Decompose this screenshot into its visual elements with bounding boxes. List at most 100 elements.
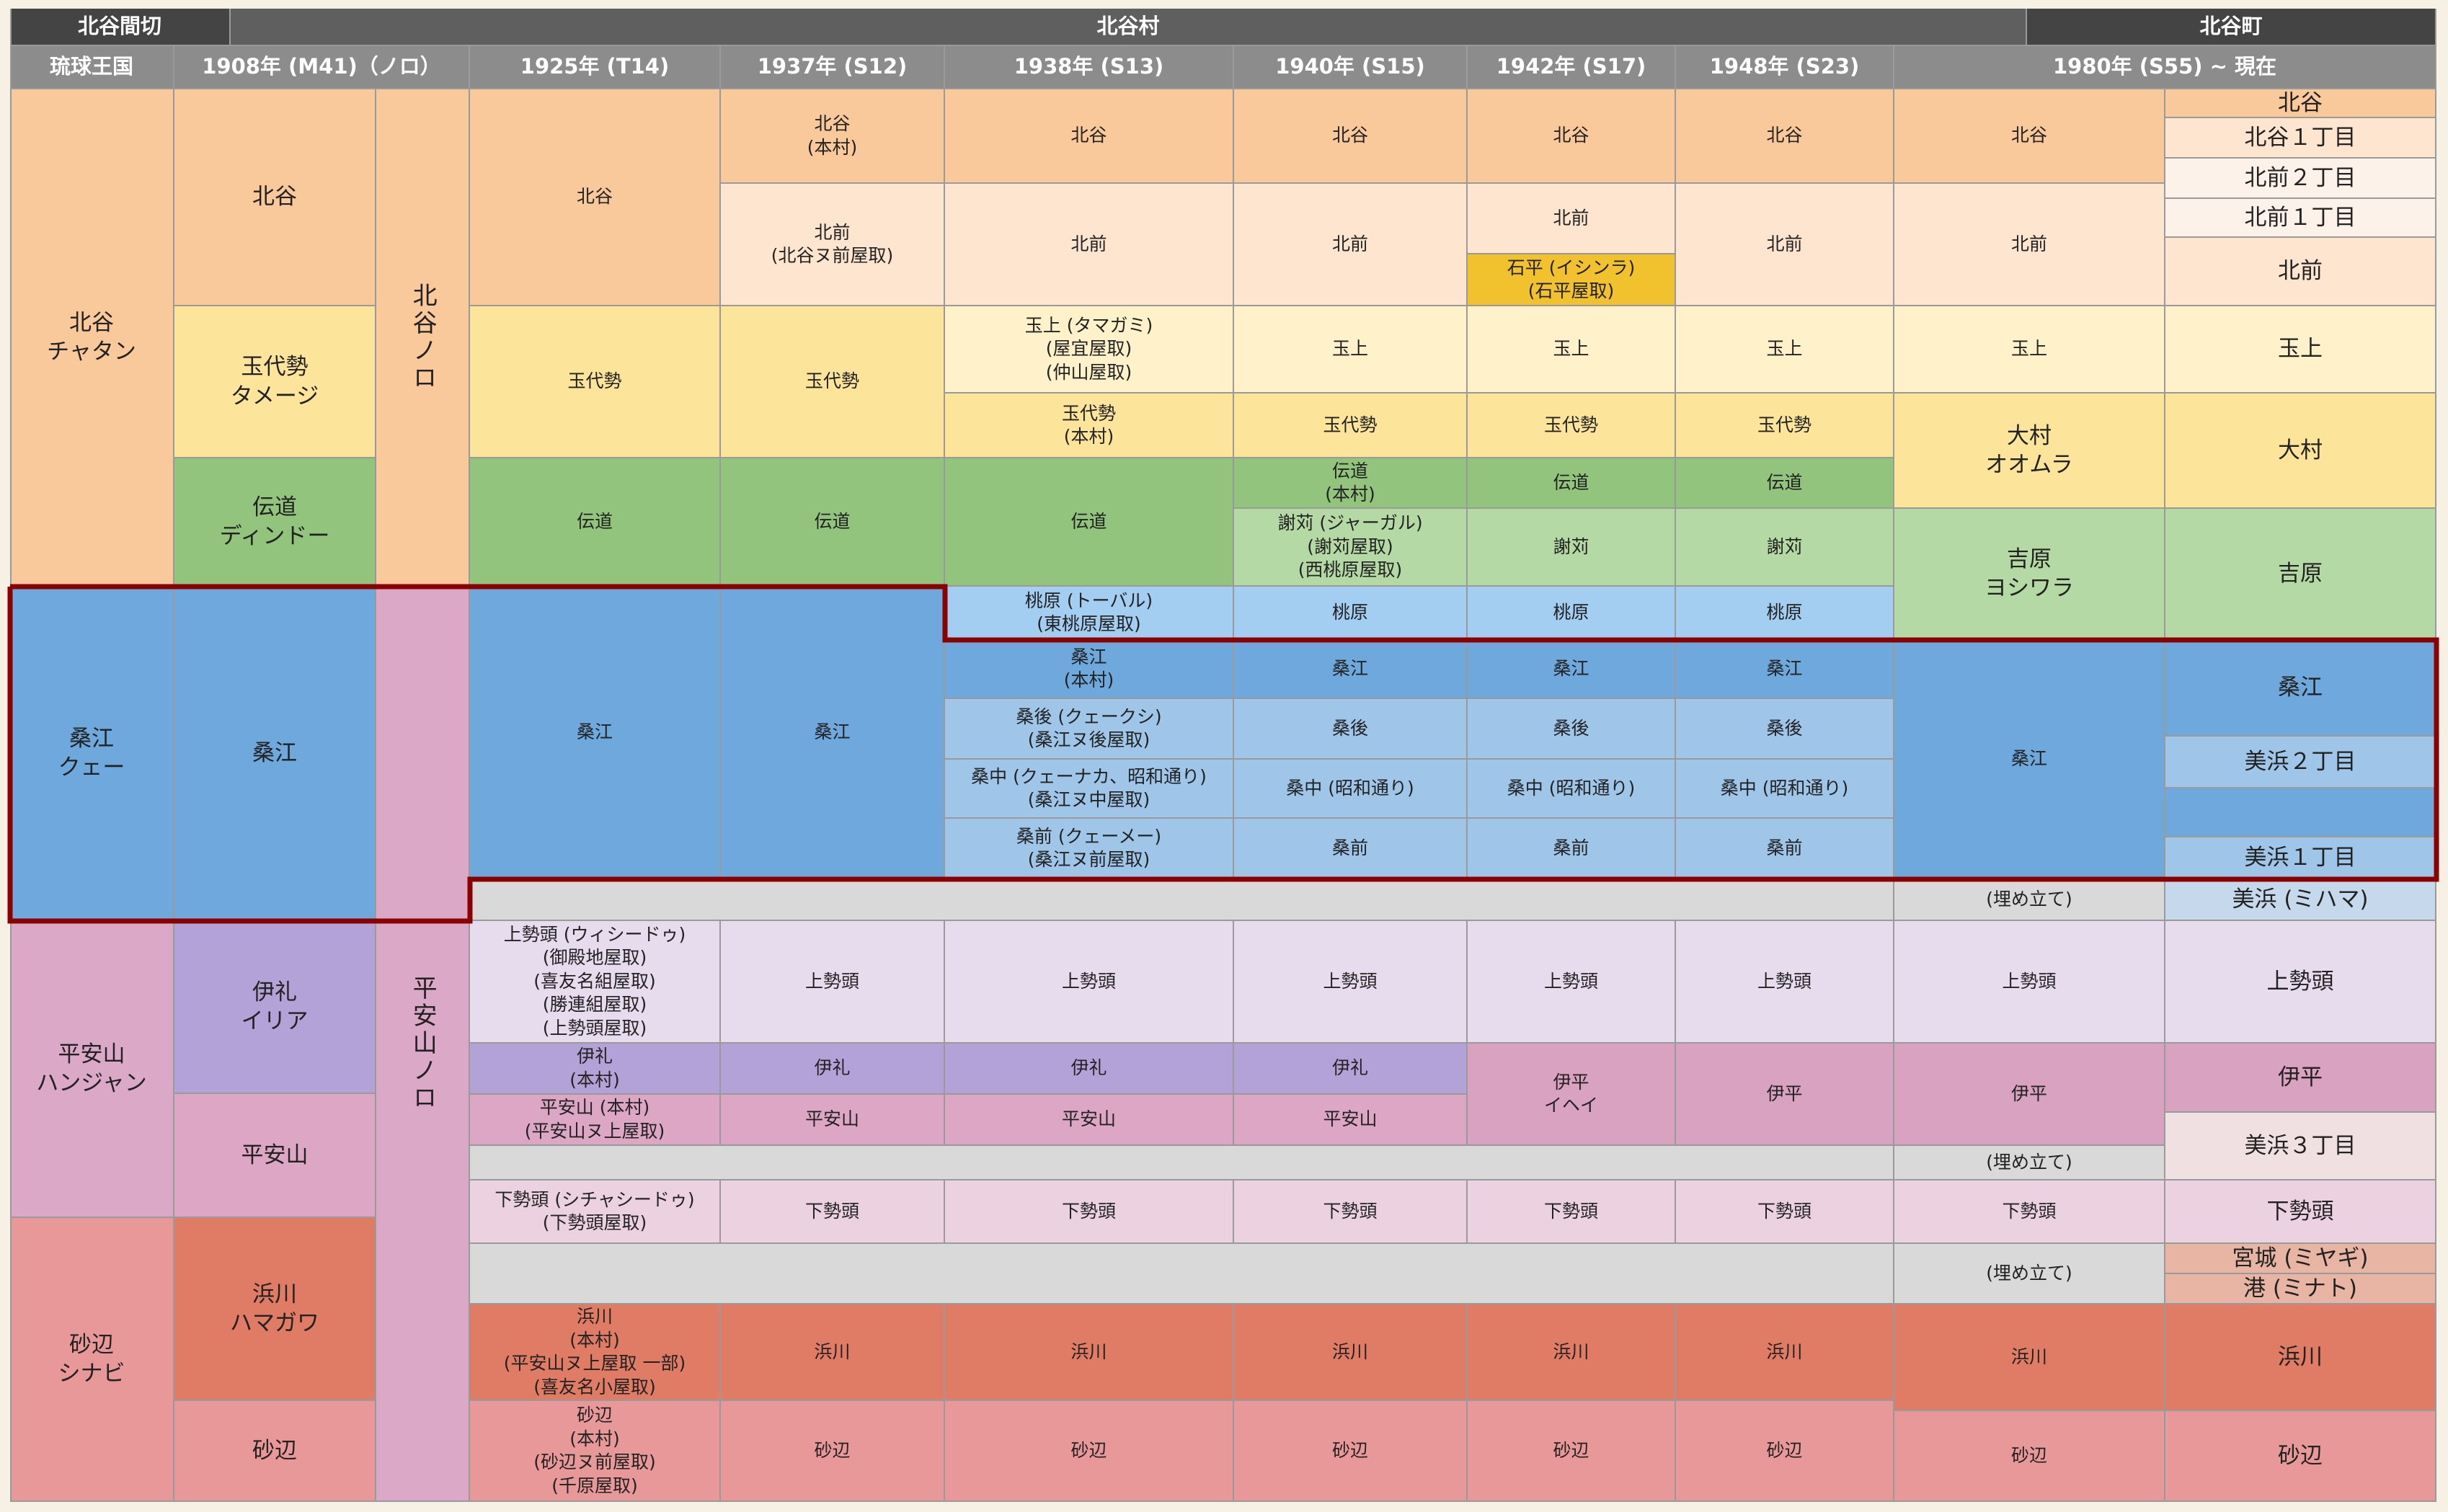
s15-tamagami: 玉上 xyxy=(1234,306,1468,393)
s15-kuwaemae-label: 桑前 xyxy=(1331,837,1368,858)
column-header-6-label: 1942年 (S17) xyxy=(1496,54,1646,79)
s13-dendo: 伝道 xyxy=(945,458,1234,587)
s13-kuwae-label: 桑江 (本村) xyxy=(1063,646,1114,691)
column-header-4-label: 1938年 (S13) xyxy=(1014,54,1164,79)
s13-jouseitou: 上勢頭 xyxy=(945,921,1234,1044)
s24-iheira-label: 伊平 xyxy=(2010,1082,2047,1104)
s23-jouseitou: 上勢頭 xyxy=(1676,921,1894,1044)
t14-hamagawa: 浜川 (本村) (平安山ヌ上屋取 一部) (喜友名小屋取) xyxy=(470,1304,721,1401)
s17-hamagawa-label: 浜川 xyxy=(1553,1340,1589,1362)
reclaimed-band-3 xyxy=(470,1244,1894,1304)
s15-jagaru: 謝苅 (ジャーガル) (謝苅屋取) (西桃原屋取) xyxy=(1234,509,1468,587)
column-header-3-label: 1937年 (S12) xyxy=(757,54,908,79)
ryukyu-hanjan: 平安山 ハンジャン xyxy=(10,921,174,1218)
s55-kuwae-strip xyxy=(2165,788,2436,837)
m41-kuwae: 桑江 xyxy=(174,587,376,921)
s17-dendo-label: 伝道 xyxy=(1553,471,1589,493)
t14-kitadani-label: 北谷 xyxy=(576,186,613,208)
t14-dendo-label: 伝道 xyxy=(576,510,613,532)
s15-momobaru-label: 桃原 xyxy=(1331,601,1368,623)
s13-momobaru-label: 桃原 (トーバル) (東桃原屋取) xyxy=(1024,590,1153,635)
s23-tamagami-label: 玉上 xyxy=(1766,338,1803,360)
s24-reclaim2: (埋め立て) xyxy=(1894,1146,2165,1180)
s17-gezeitou-label: 下勢頭 xyxy=(1543,1200,1598,1222)
s17-ishihira-label: 石平 (イシンラ) (石平屋取) xyxy=(1507,257,1636,302)
s15-gezeitou: 下勢頭 xyxy=(1234,1180,1468,1244)
s15-kuwae: 桑江 xyxy=(1234,640,1468,699)
s17-kuwaemae-label: 桑前 xyxy=(1553,837,1589,858)
s13-hamagawa: 浜川 xyxy=(945,1304,1234,1401)
s55-tamagami-label: 玉上 xyxy=(2278,336,2323,363)
m41-sunabe-label: 砂辺 xyxy=(252,1437,297,1464)
header-kitadani-town-label: 北谷町 xyxy=(2199,14,2263,39)
s55-iheira: 伊平 xyxy=(2165,1044,2436,1113)
s55-sunabe-label: 砂辺 xyxy=(2278,1442,2323,1469)
s23-hamagawa: 浜川 xyxy=(1676,1304,1894,1401)
s12-irei-label: 伊礼 xyxy=(814,1057,851,1079)
s55-yoshiwara: 吉原 xyxy=(2165,509,2436,640)
s23-kuwaeushiro-label: 桑後 xyxy=(1766,717,1803,739)
m41-tamadaise: 玉代勢 タメージ xyxy=(174,306,376,458)
s12-jouseitou: 上勢頭 xyxy=(721,921,945,1044)
s23-iheira-label: 伊平 xyxy=(1766,1082,1803,1104)
s12-gezeitou: 下勢頭 xyxy=(721,1180,945,1244)
ryukyu-kue: 桑江 クェー xyxy=(10,587,174,921)
s13-sunabe: 砂辺 xyxy=(945,1401,1234,1502)
s23-kitadani: 北谷 xyxy=(1676,89,1894,184)
m41-hanjan-label: 平安山 xyxy=(241,1142,309,1168)
s55-iheira-label: 伊平 xyxy=(2278,1064,2323,1090)
s15-momobaru: 桃原 xyxy=(1234,587,1468,640)
noro-chatan-label: 北谷ノロ xyxy=(408,283,438,392)
s17-kuwaenaka: 桑中 (昭和通り) xyxy=(1468,760,1676,819)
s12-kitadani-label: 北谷 (本村) xyxy=(807,113,858,158)
s23-tamagami: 玉上 xyxy=(1676,306,1894,393)
t14-hanjan: 平安山 (本村) (平安山ヌ上屋取) xyxy=(470,1095,721,1146)
s17-kitamae-label: 北前 xyxy=(1553,207,1589,228)
m41-kitadani-label: 北谷 xyxy=(252,184,297,210)
s24-sunabe-label: 砂辺 xyxy=(2010,1444,2047,1466)
s24-tamagami: 玉上 xyxy=(1894,306,2165,393)
column-header-5-label: 1940年 (S15) xyxy=(1275,54,1425,79)
s55-kitamae1: 北前１丁目 xyxy=(2165,199,2436,238)
table-left-border xyxy=(10,9,12,1502)
s23-momobaru: 桃原 xyxy=(1676,587,1894,640)
s15-kuwaeushiro: 桑後 xyxy=(1234,699,1468,760)
noro-chatan: 北谷ノロ xyxy=(376,89,470,587)
m41-irei: 伊礼 イリア xyxy=(174,921,376,1094)
s24-hamagawa-label: 浜川 xyxy=(2010,1346,2047,1367)
s17-sunabe-label: 砂辺 xyxy=(1553,1439,1589,1461)
s12-hamagawa: 浜川 xyxy=(721,1304,945,1401)
s12-gezeitou-label: 下勢頭 xyxy=(804,1200,859,1222)
s13-hanjan: 平安山 xyxy=(945,1095,1234,1146)
s13-sunabe-label: 砂辺 xyxy=(1070,1439,1107,1461)
s23-sunabe-label: 砂辺 xyxy=(1766,1439,1803,1461)
t14-hanjan-label: 平安山 (本村) (平安山ヌ上屋取) xyxy=(524,1097,665,1142)
s13-tamadaise-label: 玉代勢 (本村) xyxy=(1061,402,1116,448)
s17-gezeitou: 下勢頭 xyxy=(1468,1180,1676,1244)
s13-kitamae-label: 北前 xyxy=(1070,233,1107,254)
s17-tamagami: 玉上 xyxy=(1468,306,1676,393)
s13-tamagami: 玉上 (タマガミ) (屋宜屋取) (仲山屋取) xyxy=(945,306,1234,393)
s12-jouseitou-label: 上勢頭 xyxy=(804,970,859,992)
s17-ishihira: 石平 (イシンラ) (石平屋取) xyxy=(1468,254,1676,306)
s12-hamagawa-label: 浜川 xyxy=(814,1340,851,1362)
s24-tamagami-label: 玉上 xyxy=(2010,338,2047,360)
s55-kuwae: 桑江 xyxy=(2165,640,2436,737)
s13-hamagawa-label: 浜川 xyxy=(1070,1340,1107,1362)
s23-iheira: 伊平 xyxy=(1676,1044,1894,1146)
s24-iheira: 伊平 xyxy=(1894,1044,2165,1146)
s24-gezeitou-label: 下勢頭 xyxy=(2002,1200,2057,1222)
t14-hamagawa-label: 浜川 (本村) (平安山ヌ上屋取 一部) (喜友名小屋取) xyxy=(503,1306,686,1397)
s17-iheira: 伊平 イヘイ xyxy=(1468,1044,1676,1146)
s55-mihama-label: 美浜 (ミハマ) xyxy=(2232,886,2369,912)
s12-sunabe: 砂辺 xyxy=(721,1401,945,1502)
s55-kitamae-label: 北前 xyxy=(2278,258,2323,285)
s17-kitadani-label: 北谷 xyxy=(1553,125,1589,146)
s55-gezeitou-label: 下勢頭 xyxy=(2266,1198,2334,1224)
column-header-9: 1980年 (S55) ~ 現在 xyxy=(1894,46,2436,89)
s55-kitamae: 北前 xyxy=(2165,238,2436,306)
header-kitadani-town: 北谷町 xyxy=(2027,9,2436,46)
s24-kitadani: 北谷 xyxy=(1894,89,2165,184)
s15-jagaru-label: 謝苅 (ジャーガル) (謝苅屋取) (西桃原屋取) xyxy=(1277,512,1423,581)
s17-momobaru: 桃原 xyxy=(1468,587,1676,640)
